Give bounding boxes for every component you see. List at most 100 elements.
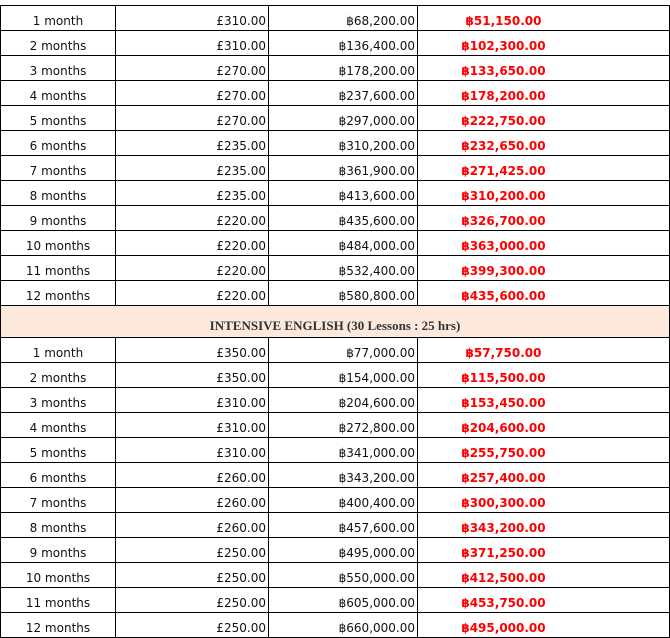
weekly-price-gbp-cell: £260.00 bbox=[116, 513, 269, 537]
duration-cell: 4 months bbox=[1, 413, 116, 437]
total-price-thb-cell: ฿343,200.00 bbox=[269, 463, 418, 487]
total-price-thb-cell: ฿435,600.00 bbox=[269, 206, 418, 230]
weekly-price-gbp-cell: £260.00 bbox=[116, 488, 269, 512]
duration-cell: 12 months bbox=[1, 613, 116, 637]
weekly-price-gbp-cell: £270.00 bbox=[116, 81, 269, 105]
duration-cell: 8 months bbox=[1, 181, 116, 205]
weekly-price-gbp-cell: £235.00 bbox=[116, 131, 269, 155]
table-row: 4 months £270.00 ฿237,600.00 ฿178,200.00 bbox=[1, 81, 669, 106]
total-price-thb-cell: ฿532,400.00 bbox=[269, 256, 418, 280]
section-header: INTENSIVE ENGLISH (30 Lessons : 25 hrs) bbox=[1, 306, 669, 338]
discounted-price-thb-cell: ฿435,600.00 bbox=[461, 289, 546, 303]
total-price-thb-cell: ฿660,000.00 bbox=[269, 613, 418, 637]
total-price-thb-cell: ฿310,200.00 bbox=[269, 131, 418, 155]
discounted-price-thb-cell: ฿300,300.00 bbox=[461, 496, 546, 510]
total-price-thb-cell: ฿495,000.00 bbox=[269, 538, 418, 562]
price-table: 1 month £310.00 ฿68,200.00 ฿51,150.00 2 mont… bbox=[0, 5, 670, 638]
discounted-price-thb-cell: ฿133,650.00 bbox=[461, 64, 546, 78]
total-price-thb-cell: ฿341,000.00 bbox=[269, 438, 418, 462]
table-row: 10 months £220.00 ฿484,000.00 ฿363,000.00 bbox=[1, 231, 669, 256]
duration-cell: 10 months bbox=[1, 231, 116, 255]
total-price-thb-cell: ฿550,000.00 bbox=[269, 563, 418, 587]
weekly-price-gbp-cell: £270.00 bbox=[116, 56, 269, 80]
discounted-price-thb-cell: ฿102,300.00 bbox=[461, 39, 546, 53]
weekly-price-gbp-cell: £250.00 bbox=[116, 563, 269, 587]
total-price-thb-cell: ฿204,600.00 bbox=[269, 388, 418, 412]
table-row: 7 months £260.00 ฿400,400.00 ฿300,300.00 bbox=[1, 488, 669, 513]
discounted-price-thb-cell: ฿57,750.00 bbox=[465, 346, 542, 360]
duration-cell: 2 months bbox=[1, 31, 116, 55]
table-row: 12 months £250.00 ฿660,000.00 ฿495,000.00 bbox=[1, 613, 669, 638]
weekly-price-gbp-cell: £310.00 bbox=[116, 31, 269, 55]
weekly-price-gbp-cell: £220.00 bbox=[116, 256, 269, 280]
total-price-thb-cell: ฿136,400.00 bbox=[269, 31, 418, 55]
duration-cell: 9 months bbox=[1, 538, 116, 562]
duration-cell: 12 months bbox=[1, 281, 116, 305]
table-row: 8 months £235.00 ฿413,600.00 ฿310,200.00 bbox=[1, 181, 669, 206]
discounted-price-thb-cell: ฿399,300.00 bbox=[461, 264, 546, 278]
weekly-price-gbp-cell: £270.00 bbox=[116, 106, 269, 130]
duration-cell: 9 months bbox=[1, 206, 116, 230]
duration-cell: 11 months bbox=[1, 588, 116, 612]
discounted-price-thb-cell: ฿326,700.00 bbox=[461, 214, 546, 228]
weekly-price-gbp-cell: £220.00 bbox=[116, 206, 269, 230]
total-price-thb-cell: ฿272,800.00 bbox=[269, 413, 418, 437]
table-row: 11 months £220.00 ฿532,400.00 ฿399,300.00 bbox=[1, 256, 669, 281]
table-row: 11 months £250.00 ฿605,000.00 ฿453,750.00 bbox=[1, 588, 669, 613]
duration-cell: 3 months bbox=[1, 388, 116, 412]
weekly-price-gbp-cell: £350.00 bbox=[116, 363, 269, 387]
table-row: 5 months £310.00 ฿341,000.00 ฿255,750.00 bbox=[1, 438, 669, 463]
total-price-thb-cell: ฿237,600.00 bbox=[269, 81, 418, 105]
weekly-price-gbp-cell: £250.00 bbox=[116, 613, 269, 637]
duration-cell: 5 months bbox=[1, 106, 116, 130]
duration-cell: 1 month bbox=[1, 6, 116, 30]
weekly-price-gbp-cell: £310.00 bbox=[116, 438, 269, 462]
discounted-price-thb-cell: ฿153,450.00 bbox=[461, 396, 546, 410]
duration-cell: 6 months bbox=[1, 463, 116, 487]
weekly-price-gbp-cell: £235.00 bbox=[116, 181, 269, 205]
table-row: 3 months £310.00 ฿204,600.00 ฿153,450.00 bbox=[1, 388, 669, 413]
weekly-price-gbp-cell: £350.00 bbox=[116, 338, 269, 362]
weekly-price-gbp-cell: £310.00 bbox=[116, 388, 269, 412]
weekly-price-gbp-cell: £260.00 bbox=[116, 463, 269, 487]
discounted-price-thb-cell: ฿495,000.00 bbox=[461, 621, 546, 635]
discounted-price-thb-cell: ฿51,150.00 bbox=[465, 14, 542, 28]
weekly-price-gbp-cell: £310.00 bbox=[116, 413, 269, 437]
discounted-price-thb-cell: ฿453,750.00 bbox=[461, 596, 546, 610]
total-price-thb-cell: ฿605,000.00 bbox=[269, 588, 418, 612]
weekly-price-gbp-cell: £310.00 bbox=[116, 6, 269, 30]
weekly-price-gbp-cell: £235.00 bbox=[116, 156, 269, 180]
discounted-price-thb-cell: ฿115,500.00 bbox=[461, 371, 546, 385]
discounted-price-thb-cell: ฿363,000.00 bbox=[461, 239, 546, 253]
table-row: 9 months £250.00 ฿495,000.00 ฿371,250.00 bbox=[1, 538, 669, 563]
weekly-price-gbp-cell: £220.00 bbox=[116, 231, 269, 255]
total-price-thb-cell: ฿178,200.00 bbox=[269, 56, 418, 80]
table-row: 6 months £235.00 ฿310,200.00 ฿232,650.00 bbox=[1, 131, 669, 156]
discounted-price-thb-cell: ฿204,600.00 bbox=[461, 421, 546, 435]
total-price-thb-cell: ฿580,800.00 bbox=[269, 281, 418, 305]
table-row: 4 months £310.00 ฿272,800.00 ฿204,600.00 bbox=[1, 413, 669, 438]
duration-cell: 6 months bbox=[1, 131, 116, 155]
table-row: 7 months £235.00 ฿361,900.00 ฿271,425.00 bbox=[1, 156, 669, 181]
table-row: 6 months £260.00 ฿343,200.00 ฿257,400.00 bbox=[1, 463, 669, 488]
total-price-thb-cell: ฿154,000.00 bbox=[269, 363, 418, 387]
table-row: 1 month £310.00 ฿68,200.00 ฿51,150.00 bbox=[1, 5, 669, 31]
discounted-price-thb-cell: ฿371,250.00 bbox=[461, 546, 546, 560]
discounted-price-thb-cell: ฿310,200.00 bbox=[461, 189, 546, 203]
table-row: 3 months £270.00 ฿178,200.00 ฿133,650.00 bbox=[1, 56, 669, 81]
weekly-price-gbp-cell: £250.00 bbox=[116, 588, 269, 612]
duration-cell: 1 month bbox=[1, 338, 116, 362]
total-price-thb-cell: ฿457,600.00 bbox=[269, 513, 418, 537]
discounted-price-thb-cell: ฿257,400.00 bbox=[461, 471, 546, 485]
table-row: 12 months £220.00 ฿580,800.00 ฿435,600.00 bbox=[1, 281, 669, 306]
discounted-price-thb-cell: ฿271,425.00 bbox=[461, 164, 546, 178]
discounted-price-thb-cell: ฿255,750.00 bbox=[461, 446, 546, 460]
duration-cell: 10 months bbox=[1, 563, 116, 587]
discounted-price-thb-cell: ฿222,750.00 bbox=[461, 114, 546, 128]
table-row: 2 months £310.00 ฿136,400.00 ฿102,300.00 bbox=[1, 31, 669, 56]
table-row: 5 months £270.00 ฿297,000.00 ฿222,750.00 bbox=[1, 106, 669, 131]
total-price-thb-cell: ฿361,900.00 bbox=[269, 156, 418, 180]
total-price-thb-cell: ฿77,000.00 bbox=[269, 338, 418, 362]
discounted-price-thb-cell: ฿412,500.00 bbox=[461, 571, 546, 585]
duration-cell: 8 months bbox=[1, 513, 116, 537]
